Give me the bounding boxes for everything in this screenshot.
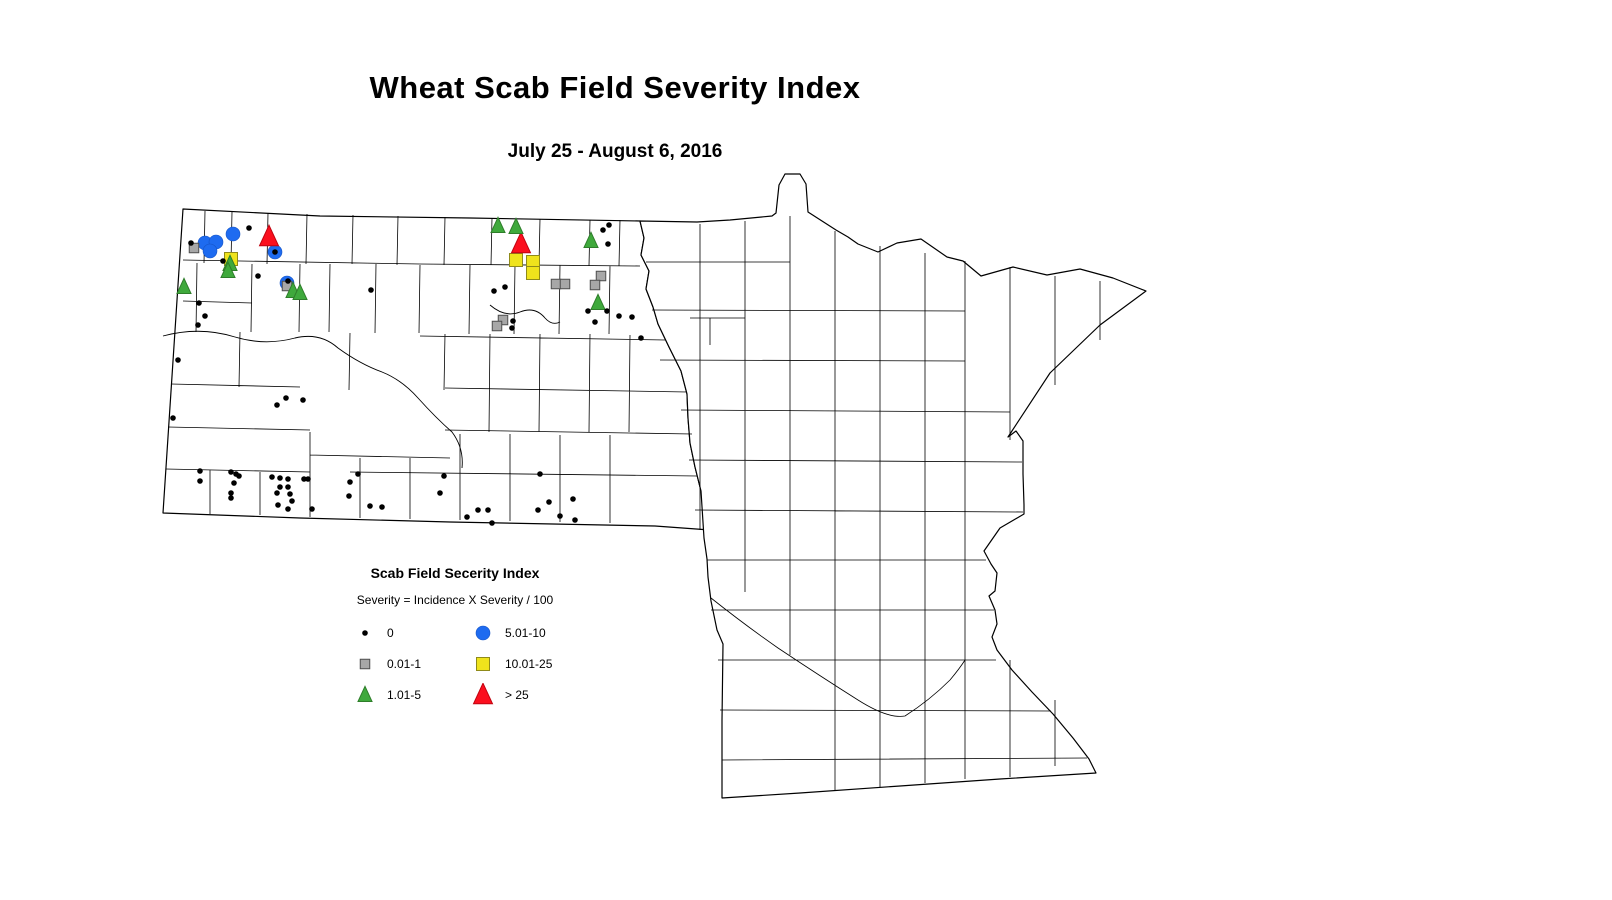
river-lines	[162, 304, 561, 469]
gray-square-marker-icon	[359, 658, 371, 669]
legend-row: 1.01-5 > 25	[335, 679, 575, 710]
legend-label: > 25	[505, 687, 529, 702]
legend-label: 1.01-5	[387, 687, 422, 702]
green-triangle-marker-icon	[357, 684, 373, 702]
dot-marker-icon	[362, 629, 368, 636]
state-minnesota-outline	[639, 173, 1147, 799]
page-subtitle: July 25 - August 6, 2016	[507, 141, 723, 162]
legend-title: Scab Field Secerity Index	[370, 565, 540, 581]
legend: Scab Field Secerity Index Severity = Inc…	[335, 565, 575, 710]
legend-label: 5.01-10	[505, 625, 546, 640]
legend-formula: Severity = Incidence X Severity / 100	[356, 593, 554, 607]
legend-row: 0.01-1 10.01-25	[335, 648, 575, 679]
map-markers	[170, 216, 644, 526]
red-triangle-marker-icon	[472, 682, 494, 704]
legend-rows: 0 5.01-10 0.01-1 10.01-25 1.01-5 > 25	[335, 617, 575, 710]
county-lines-minnesota	[646, 216, 1101, 791]
yellow-square-marker-icon	[476, 656, 490, 671]
legend-label: 10.01-25	[505, 656, 553, 671]
page-title: Wheat Scab Field Severity Index	[369, 70, 861, 105]
blue-circle-marker-icon	[475, 625, 491, 640]
legend-row: 0 5.01-10	[335, 617, 575, 648]
legend-label: 0	[387, 625, 394, 640]
state-north-dakota-outline	[162, 208, 711, 531]
legend-label: 0.01-1	[387, 656, 422, 671]
